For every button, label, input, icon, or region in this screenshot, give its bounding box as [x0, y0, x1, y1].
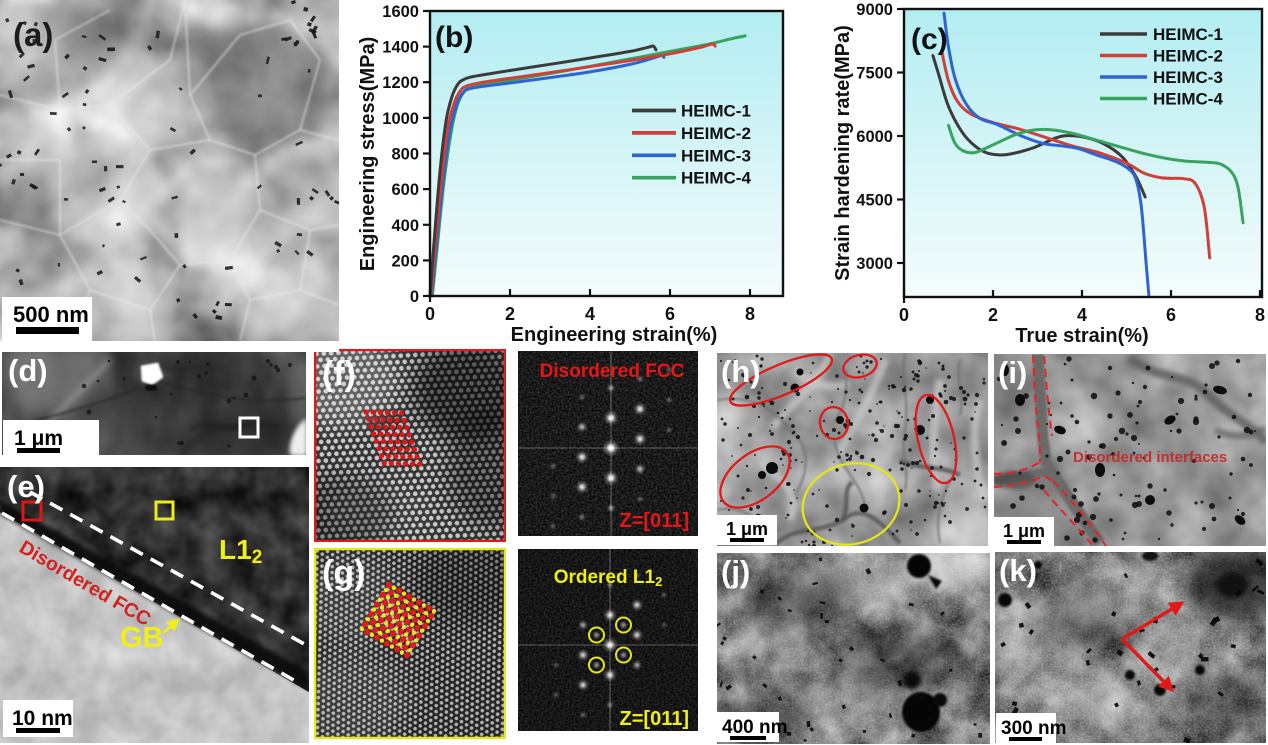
svg-text:HEIMC-3: HEIMC-3	[1153, 68, 1223, 87]
svg-text:800: 800	[391, 146, 419, 164]
svg-text:GB: GB	[120, 622, 164, 654]
svg-text:Strain hardening rate(MPa): Strain hardening rate(MPa)	[832, 25, 854, 281]
svg-text:HEIMC-3: HEIMC-3	[681, 146, 751, 165]
svg-text:6: 6	[665, 304, 675, 324]
svg-text:HEIMC-2: HEIMC-2	[681, 124, 751, 143]
svg-text:6: 6	[1166, 305, 1176, 325]
svg-text:Engineering stress(MPa): Engineering stress(MPa)	[357, 37, 379, 272]
svg-text:Z=[011]: Z=[011]	[620, 510, 689, 532]
svg-text:Ordered L12: Ordered L12	[554, 567, 663, 589]
svg-text:300 nm: 300 nm	[1001, 718, 1066, 739]
svg-text:(b): (b)	[435, 21, 473, 54]
svg-text:2: 2	[988, 305, 998, 325]
svg-text:(a): (a)	[13, 16, 53, 53]
svg-text:400 nm: 400 nm	[722, 717, 787, 738]
svg-text:1 μm: 1 μm	[726, 519, 768, 539]
svg-text:0: 0	[410, 288, 419, 306]
svg-text:600: 600	[391, 181, 419, 199]
svg-text:9000: 9000	[856, 1, 893, 19]
svg-text:(d): (d)	[8, 353, 48, 388]
svg-text:10 nm: 10 nm	[12, 707, 73, 730]
svg-text:2: 2	[505, 304, 515, 324]
svg-text:1 μm: 1 μm	[14, 427, 63, 450]
svg-text:True strain(%): True strain(%)	[1015, 325, 1148, 347]
svg-text:(h): (h)	[721, 354, 761, 389]
svg-text:1 μm: 1 μm	[1003, 521, 1045, 541]
svg-text:0: 0	[425, 304, 435, 324]
svg-text:4: 4	[585, 304, 595, 324]
svg-text:7500: 7500	[856, 65, 893, 83]
svg-text:HEIMC-1: HEIMC-1	[681, 102, 751, 121]
svg-text:HEIMC-4: HEIMC-4	[1153, 90, 1223, 109]
svg-text:200: 200	[391, 252, 419, 270]
svg-text:1400: 1400	[382, 39, 419, 57]
svg-text:1000: 1000	[382, 110, 419, 128]
svg-text:(g): (g)	[322, 554, 365, 592]
svg-text:500 nm: 500 nm	[13, 302, 89, 327]
svg-text:(j): (j)	[721, 554, 750, 589]
svg-text:0: 0	[899, 305, 909, 325]
svg-text:6000: 6000	[856, 128, 893, 146]
svg-text:(k): (k)	[999, 553, 1037, 588]
svg-text:Z=[011]: Z=[011]	[620, 708, 689, 730]
svg-text:8: 8	[745, 304, 755, 324]
svg-text:Engineering strain(%): Engineering strain(%)	[511, 324, 718, 346]
svg-text:4: 4	[1077, 305, 1087, 325]
svg-text:(c): (c)	[911, 23, 948, 56]
svg-text:3000: 3000	[856, 255, 893, 273]
svg-text:8: 8	[1255, 305, 1265, 325]
svg-text:Disordered interfaces: Disordered interfaces	[1073, 449, 1227, 466]
svg-text:(f): (f)	[322, 355, 356, 393]
svg-text:1600: 1600	[382, 3, 419, 21]
svg-text:(i): (i)	[998, 355, 1027, 390]
svg-text:4500: 4500	[856, 192, 893, 210]
svg-text:HEIMC-1: HEIMC-1	[1153, 25, 1223, 44]
svg-text:400: 400	[391, 217, 419, 235]
svg-text:HEIMC-2: HEIMC-2	[1153, 47, 1223, 66]
svg-text:HEIMC-4: HEIMC-4	[681, 169, 751, 188]
svg-text:Disordered FCC: Disordered FCC	[540, 361, 685, 382]
svg-text:(e): (e)	[7, 469, 45, 504]
svg-text:1200: 1200	[382, 74, 419, 92]
